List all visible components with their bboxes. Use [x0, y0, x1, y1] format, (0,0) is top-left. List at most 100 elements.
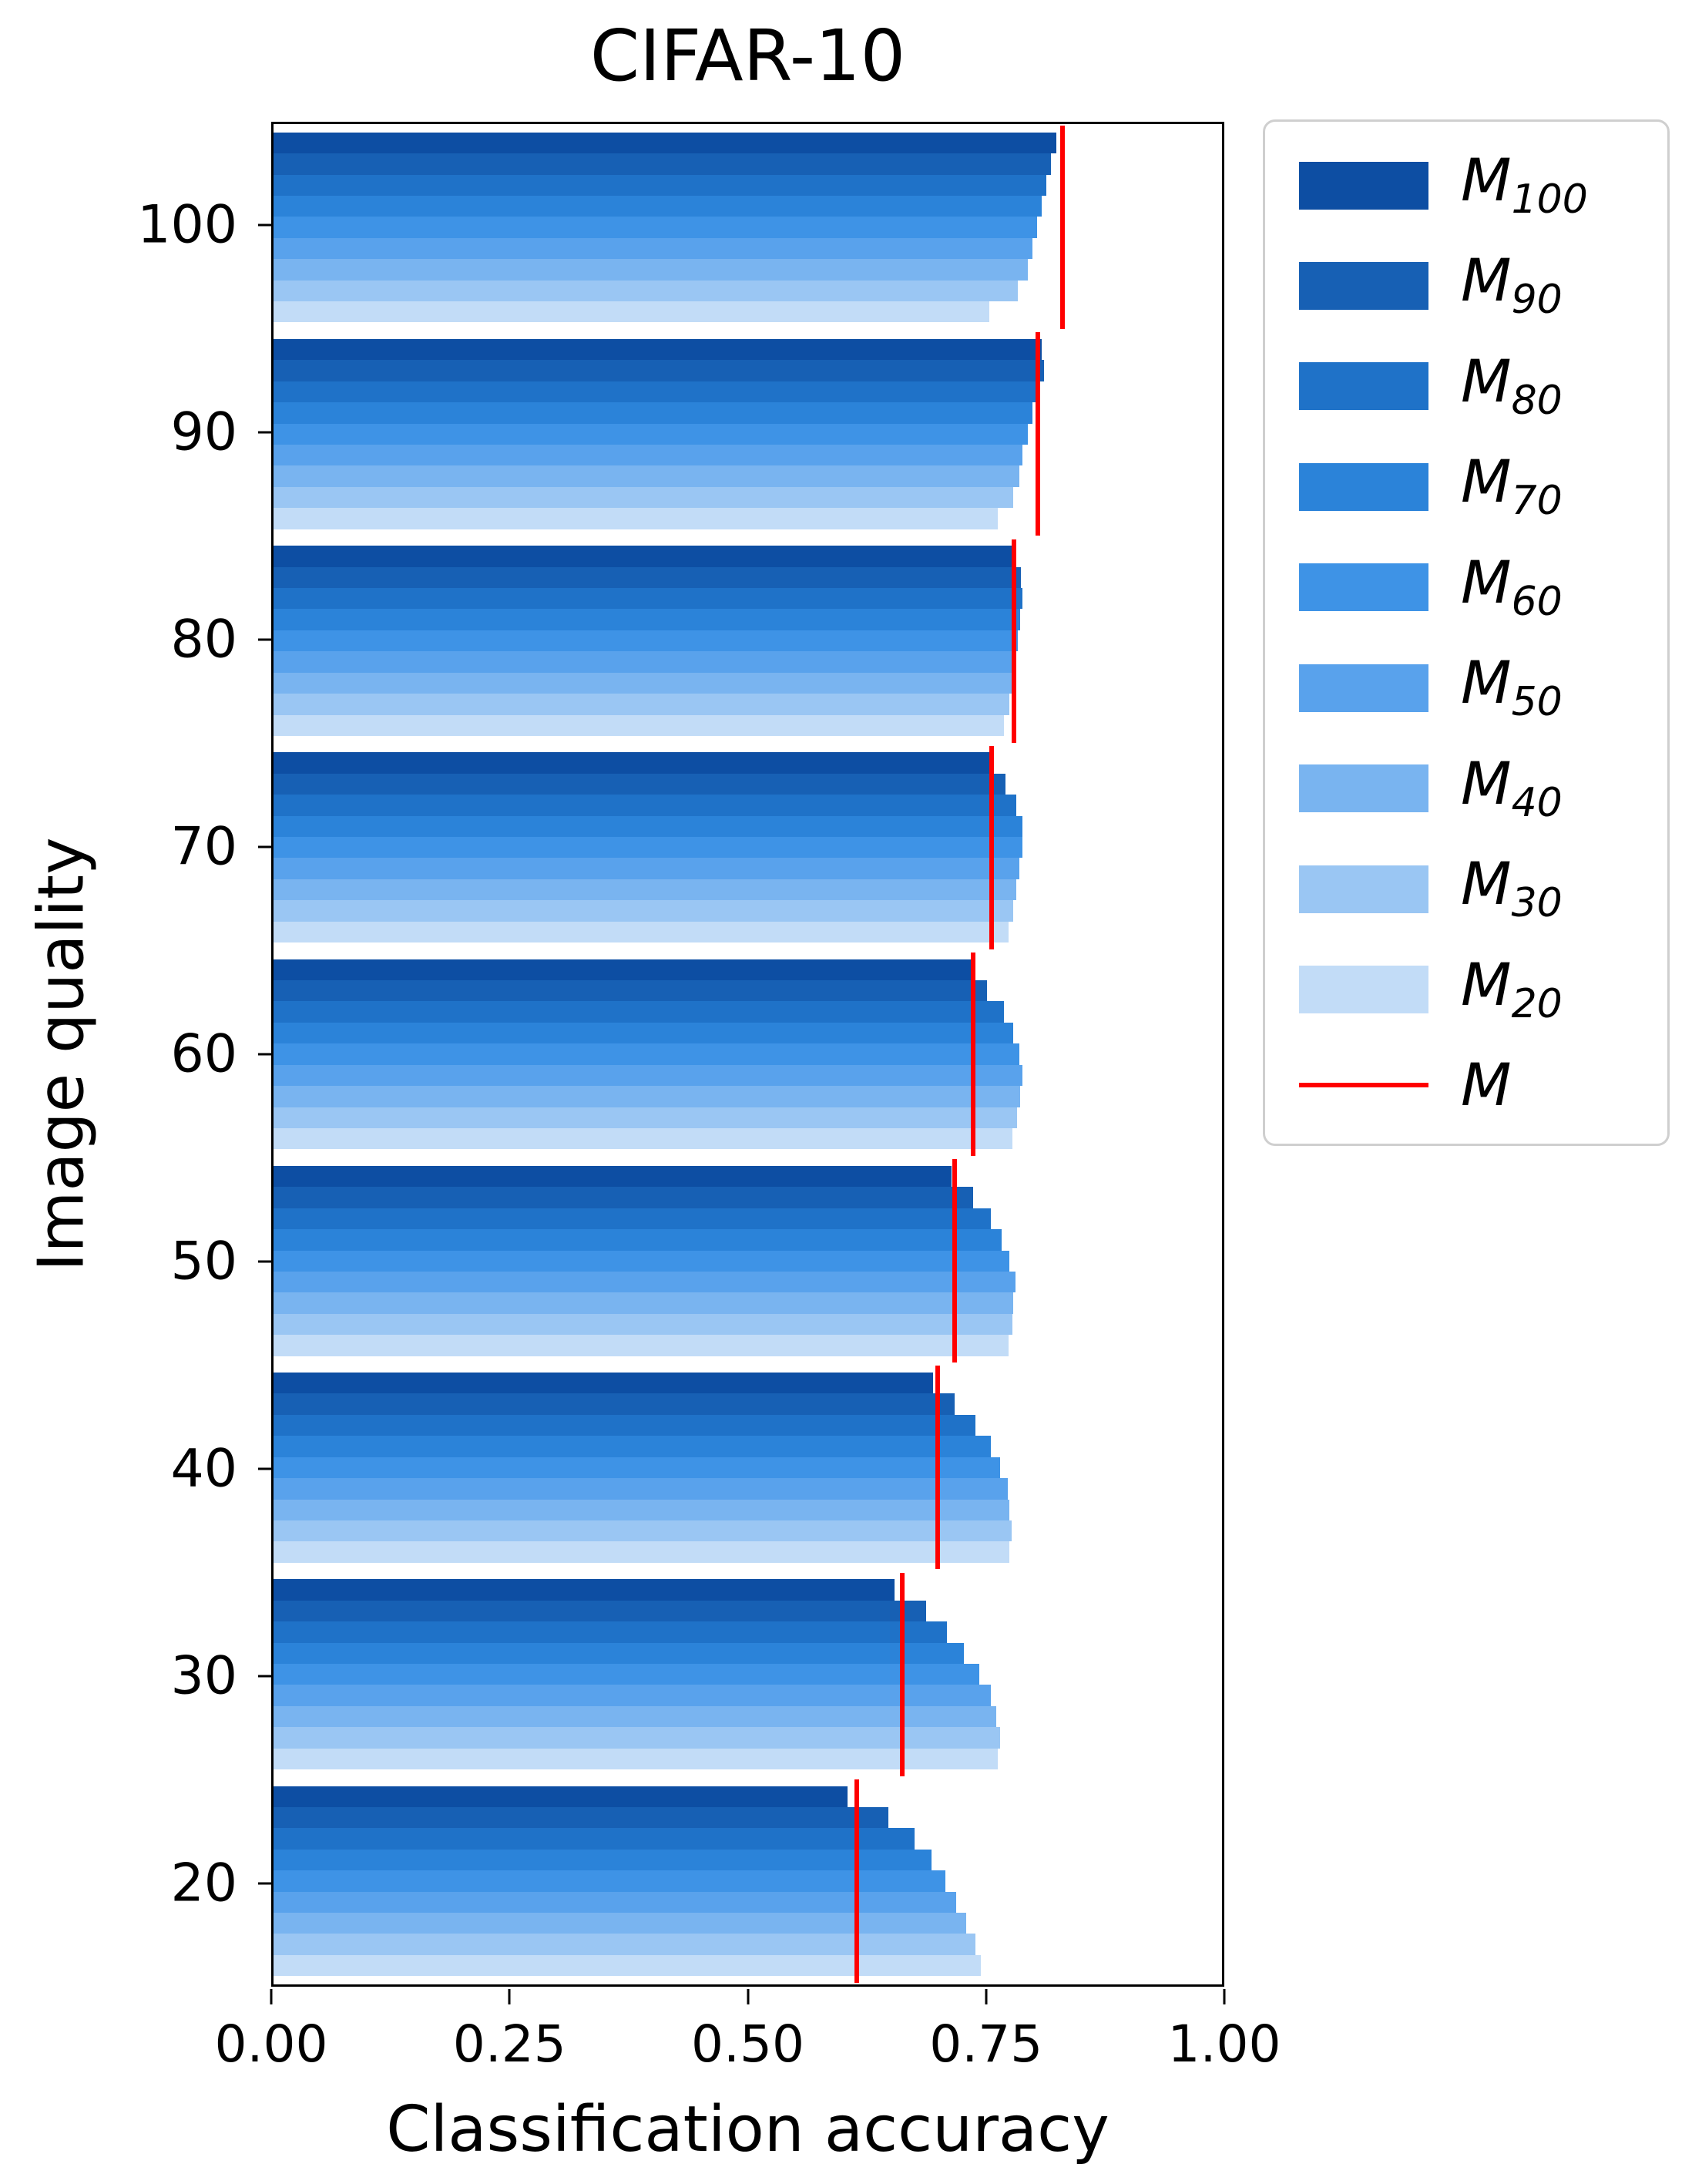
bar-M70-q80 — [274, 609, 1020, 630]
bar-M20-q50 — [274, 1335, 1009, 1356]
bar-M70-q50 — [274, 1229, 1002, 1251]
bar-M30-q90 — [274, 486, 1014, 509]
bar-M90-q40 — [274, 1393, 955, 1415]
legend-label-M20: M20 — [1461, 949, 1563, 1027]
legend-entry-M20: M20 — [1299, 949, 1633, 1027]
bar-M90-q50 — [274, 1187, 974, 1208]
bar-M60-q60 — [274, 1043, 1019, 1065]
legend: M100 M90 M80 M70 M60 M50 M40 M30 M20 M — [1263, 119, 1670, 1146]
bar-M70-q40 — [274, 1436, 991, 1457]
bar-M40-q50 — [274, 1292, 1014, 1314]
reference-line-q30 — [900, 1572, 905, 1776]
legend-swatch-M20 — [1299, 966, 1428, 1014]
legend-swatch-M80 — [1299, 362, 1428, 411]
x-axis: 0.00 0.25 0.50 0.75 1.00 — [215, 1987, 1281, 2141]
bar-M30-q60 — [274, 1107, 1018, 1128]
bar-M60-q50 — [274, 1250, 1010, 1272]
y-axis: 100 90 80 70 60 50 40 30 20 — [0, 122, 274, 1987]
bar-M30-q40 — [274, 1520, 1012, 1542]
y-tick-mark-90 — [258, 431, 274, 434]
bar-M100-q60 — [274, 959, 971, 981]
x-tick-mark-0.75 — [985, 1989, 988, 2004]
y-tick-label-80: 80 — [170, 609, 237, 670]
bar-M100-q100 — [274, 132, 1056, 154]
legend-swatch-M70 — [1299, 462, 1428, 511]
bar-M20-q70 — [274, 921, 1009, 943]
x-tick-mark-0.25 — [508, 1989, 511, 2004]
plot-area — [271, 122, 1224, 1987]
legend-entry-M100: M100 — [1299, 151, 1633, 220]
y-tick-label-60: 60 — [170, 1023, 237, 1085]
bar-M40-q100 — [274, 259, 1028, 281]
legend-swatch-M60 — [1299, 563, 1428, 612]
bar-M20-q40 — [274, 1541, 1010, 1563]
x-tick-label-1.00: 1.00 — [1167, 2014, 1281, 2074]
bar-M80-q80 — [274, 588, 1023, 610]
bar-M50-q80 — [274, 651, 1015, 673]
legend-entry-M30: M30 — [1299, 855, 1633, 923]
y-tick-label-70: 70 — [170, 816, 237, 878]
reference-line-q20 — [854, 1779, 860, 1983]
bar-M100-q40 — [274, 1373, 933, 1394]
y-tick-label-30: 30 — [170, 1645, 237, 1707]
bar-M30-q70 — [274, 900, 1014, 922]
bar-M30-q80 — [274, 694, 1010, 715]
bar-M20-q90 — [274, 508, 999, 529]
legend-entry-M40: M40 — [1299, 754, 1633, 823]
y-tick-mark-40 — [258, 1467, 274, 1470]
bar-M70-q30 — [274, 1642, 965, 1664]
bar-M60-q100 — [274, 217, 1037, 238]
legend-swatch-M90 — [1299, 262, 1428, 311]
bar-M50-q90 — [274, 445, 1023, 466]
bar-M50-q70 — [274, 858, 1019, 879]
x-tick-label-0.00: 0.00 — [214, 2014, 328, 2074]
bar-M80-q30 — [274, 1621, 947, 1643]
bar-M60-q90 — [274, 423, 1028, 445]
legend-label-M70: M70 — [1461, 447, 1563, 525]
x-tick-label-0.75: 0.75 — [929, 2014, 1043, 2074]
x-tick-label-0.25: 0.25 — [452, 2014, 566, 2074]
legend-label-M30: M30 — [1461, 849, 1563, 927]
bar-M80-q20 — [274, 1828, 915, 1850]
legend-label-M100: M100 — [1461, 146, 1588, 223]
bar-M20-q100 — [274, 301, 990, 323]
bar-M80-q70 — [274, 795, 1016, 816]
bar-M80-q50 — [274, 1208, 991, 1230]
bar-M90-q100 — [274, 153, 1052, 175]
y-tick-mark-60 — [258, 1053, 274, 1056]
y-tick-mark-50 — [258, 1260, 274, 1263]
bar-M90-q70 — [274, 773, 1006, 795]
bar-M60-q30 — [274, 1663, 979, 1685]
legend-swatch-M40 — [1299, 764, 1428, 813]
bar-M50-q20 — [274, 1891, 957, 1913]
reference-line-q100 — [1060, 126, 1066, 330]
legend-label-M50: M50 — [1461, 648, 1563, 726]
bar-M90-q80 — [274, 566, 1022, 588]
legend-entry-M: M — [1299, 1055, 1633, 1114]
bar-M20-q30 — [274, 1748, 999, 1770]
legend-swatch-M50 — [1299, 664, 1428, 712]
bar-M100-q50 — [274, 1165, 952, 1188]
bar-M90-q30 — [274, 1600, 926, 1622]
reference-line-q90 — [1036, 332, 1041, 536]
legend-label-M90: M90 — [1461, 246, 1563, 324]
bar-M100-q30 — [274, 1579, 895, 1601]
reference-line-q60 — [971, 953, 976, 1156]
bar-M40-q30 — [274, 1705, 997, 1728]
legend-swatch-M100 — [1299, 161, 1428, 210]
x-tick-mark-0.00 — [270, 1989, 273, 2004]
y-tick-mark-100 — [258, 223, 274, 227]
y-tick-mark-80 — [258, 638, 274, 641]
bar-M90-q60 — [274, 980, 987, 1002]
bar-M70-q70 — [274, 815, 1023, 838]
bar-M80-q40 — [274, 1414, 975, 1436]
bar-M30-q100 — [274, 280, 1019, 302]
bar-M30-q20 — [274, 1934, 975, 1955]
x-axis-label: Classification accuracy — [386, 2093, 1109, 2166]
y-tick-label-20: 20 — [170, 1853, 237, 1914]
reference-line-q50 — [952, 1159, 957, 1363]
bar-M40-q20 — [274, 1913, 966, 1934]
y-tick-label-100: 100 — [137, 194, 237, 256]
legend-entry-M80: M80 — [1299, 351, 1633, 421]
